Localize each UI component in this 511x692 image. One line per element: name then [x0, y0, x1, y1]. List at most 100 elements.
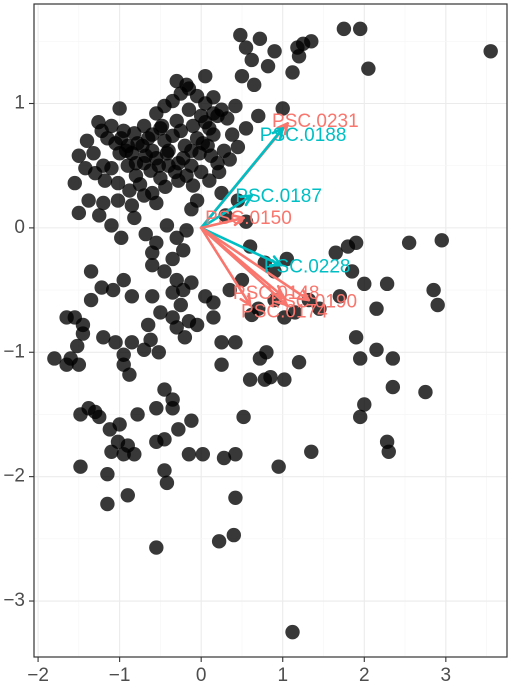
data-point [277, 310, 292, 325]
data-point [154, 118, 170, 134]
data-point [238, 121, 254, 136]
data-point [120, 488, 135, 503]
data-point [252, 351, 268, 366]
arrow-label: PSC.0188 [260, 125, 347, 146]
data-point [71, 148, 87, 163]
data-point [263, 369, 278, 385]
data-point [418, 384, 433, 400]
x-tick-label: 2 [359, 665, 370, 686]
data-point [357, 397, 372, 412]
data-points [47, 21, 498, 640]
data-point [206, 106, 221, 121]
data-point [228, 98, 243, 114]
data-point [195, 447, 211, 462]
data-point [86, 146, 101, 161]
data-point [176, 243, 191, 258]
data-point [271, 459, 286, 474]
data-point [275, 101, 290, 116]
data-point [70, 338, 85, 354]
data-point [102, 422, 118, 437]
data-point [385, 379, 401, 395]
data-point [304, 34, 319, 49]
data-point [181, 447, 197, 462]
data-point [244, 52, 259, 68]
data-point [100, 466, 115, 482]
arrow-label: PSC.0231 [272, 111, 359, 132]
data-point [206, 127, 221, 142]
arrow-label: PSC.0150 [205, 208, 292, 229]
data-point [189, 317, 205, 333]
data-point [151, 345, 166, 360]
data-point [206, 310, 221, 325]
data-point [94, 280, 109, 295]
arrow-label: PSC.0148 [233, 283, 320, 304]
data-point [304, 444, 319, 459]
data-point [159, 218, 175, 233]
data-point [238, 40, 254, 55]
data-point [100, 496, 115, 512]
data-point [234, 68, 250, 84]
data-point [285, 624, 300, 640]
data-point [222, 282, 237, 298]
data-point [195, 136, 211, 151]
data-point [151, 158, 166, 173]
data-point [218, 208, 233, 223]
data-point [136, 188, 152, 203]
y-tick-label: 1 [14, 93, 25, 114]
data-point [260, 58, 276, 74]
data-point [233, 27, 248, 43]
data-point [127, 210, 142, 226]
data-point [165, 401, 180, 416]
data-point [110, 193, 126, 208]
data-point [159, 475, 175, 491]
data-point [136, 118, 152, 134]
data-point [104, 218, 119, 233]
x-axis-ticks: −2 −1 0 1 2 3 [27, 657, 451, 686]
data-point [110, 175, 126, 191]
data-point [171, 156, 186, 171]
data-point [157, 382, 172, 397]
loading-arrow-line [199, 216, 245, 230]
data-point [198, 68, 213, 84]
data-point [145, 289, 160, 304]
loading-arrow-head [268, 255, 283, 267]
data-point [179, 223, 194, 238]
data-point [149, 540, 164, 555]
data-point [108, 335, 123, 350]
data-point [214, 357, 229, 372]
data-point [285, 65, 300, 80]
data-point [143, 332, 158, 348]
data-point [83, 292, 99, 308]
arrow-label: PSC.0228 [264, 257, 351, 278]
data-point [381, 444, 396, 459]
arrow-label: PSC.0190 [270, 292, 357, 313]
data-point [149, 434, 164, 450]
loading-arrow-line [199, 127, 285, 230]
data-point [116, 272, 131, 288]
loading-arrow-head [276, 122, 289, 136]
data-point [267, 44, 282, 59]
data-point [328, 245, 343, 260]
data-point [71, 205, 87, 221]
data-point [157, 463, 172, 478]
data-point [193, 164, 209, 180]
data-point [216, 143, 232, 158]
data-point [189, 193, 205, 208]
data-point [214, 335, 229, 350]
data-point [96, 330, 111, 345]
data-point [114, 131, 129, 146]
data-point [206, 90, 221, 105]
data-point [181, 102, 197, 117]
x-tick-label: −1 [109, 665, 131, 686]
data-point [332, 289, 348, 304]
data-point [75, 326, 91, 341]
data-point [96, 195, 111, 211]
data-point [130, 136, 145, 151]
data-point [228, 335, 243, 350]
data-point [312, 301, 327, 316]
plot-panel-background [34, 4, 507, 657]
data-point [87, 404, 103, 420]
data-point [81, 193, 96, 208]
data-point [73, 407, 88, 422]
